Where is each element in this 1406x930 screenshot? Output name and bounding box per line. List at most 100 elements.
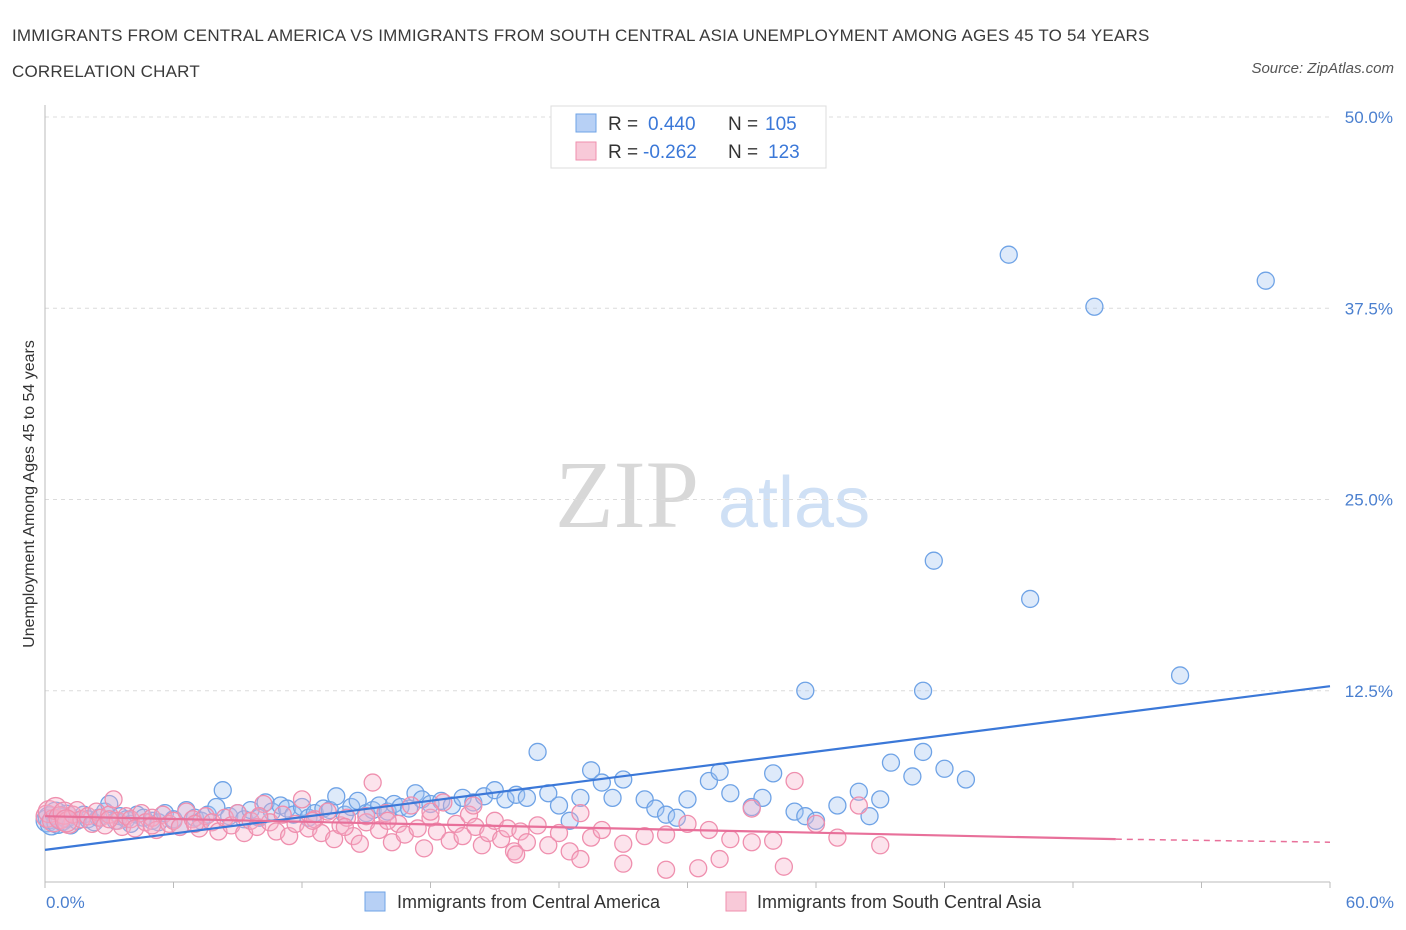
point-south-central-asia-121	[421, 802, 440, 821]
legend-n-label-pink: N =	[728, 142, 758, 163]
point-central-america-96	[871, 790, 890, 809]
point-south-central-asia-104	[378, 811, 397, 830]
point-central-america-85	[710, 762, 729, 781]
point-south-central-asia-83	[517, 833, 537, 852]
point-south-central-asia-105	[335, 817, 354, 837]
point-south-central-asia-73	[453, 826, 472, 846]
point-south-central-asia-118	[742, 833, 761, 852]
point-south-central-asia-65	[402, 796, 421, 815]
point-central-america-93	[828, 796, 847, 815]
legend-r-value-blue: 0.440	[648, 114, 696, 135]
point-central-america-31	[213, 781, 232, 800]
point-south-central-asia-67	[414, 839, 434, 858]
point-south-central-asia-86	[549, 823, 569, 843]
point-south-central-asia-117	[710, 849, 729, 869]
point-south-central-asia-103	[871, 836, 890, 855]
point-south-central-asia-69	[427, 822, 447, 841]
point-central-america-75	[581, 761, 601, 780]
trend-lines	[44, 685, 1331, 851]
point-south-central-asia-113	[571, 849, 590, 869]
point-south-central-asia-21	[125, 819, 145, 838]
point-central-america-72	[549, 796, 569, 815]
point-central-america-70	[528, 742, 547, 762]
point-south-central-asia-48	[292, 790, 312, 809]
point-south-central-asia-99	[785, 771, 804, 791]
correlation-legend: R = 0.440 N = 105 R = -0.262 N = 123	[550, 105, 827, 169]
point-central-america-78	[614, 770, 633, 789]
point-south-central-asia-97	[742, 799, 761, 818]
point-south-central-asia-101	[828, 828, 847, 847]
bottom-legend-swatch-blue	[364, 891, 386, 912]
trend-line-south-central-asia	[44, 815, 1116, 841]
point-central-america-106	[1021, 589, 1040, 609]
legend-n-label-blue: N =	[728, 114, 758, 135]
point-south-central-asia-84	[528, 816, 547, 835]
point-south-central-asia-79	[492, 830, 511, 849]
point-south-central-asia-98	[764, 831, 783, 850]
point-south-central-asia-92	[635, 826, 654, 846]
legend-r-value-pink: -0.262	[643, 142, 697, 163]
point-central-america-83	[678, 790, 697, 809]
legend-box	[550, 105, 827, 169]
point-south-central-asia-119	[774, 857, 794, 876]
x-tick-label-min: 0.0%	[46, 893, 85, 912]
point-central-america-103	[1256, 271, 1275, 290]
source-label: Source: ZipAtlas.com	[1251, 60, 1394, 77]
series-legend: Immigrants from Central America Immigran…	[364, 891, 1042, 912]
point-south-central-asia-110	[100, 810, 119, 829]
point-central-america-109	[1170, 666, 1190, 685]
point-south-central-asia-109	[142, 816, 162, 835]
legend-swatch-pink	[575, 141, 597, 161]
point-central-america-97	[881, 753, 901, 772]
point-central-america-102	[999, 245, 1018, 264]
point-central-america-77	[603, 788, 622, 807]
legend-swatch-blue	[575, 113, 597, 133]
watermark-atlas: atlas	[718, 463, 870, 543]
series-central-america	[35, 245, 1275, 837]
point-central-america-82	[667, 808, 686, 827]
point-south-central-asia-116	[689, 859, 708, 878]
point-central-america-100	[935, 759, 954, 778]
point-south-central-asia-120	[464, 796, 483, 815]
point-central-america-86	[721, 784, 740, 803]
point-south-central-asia-88	[571, 804, 590, 823]
point-south-central-asia-90	[592, 820, 611, 840]
point-south-central-asia-100	[806, 814, 826, 834]
point-south-central-asia-57	[350, 834, 369, 853]
y-axis-label: Unemployment Among Ages 45 to 54 years	[21, 340, 38, 648]
point-central-america-89	[764, 764, 783, 783]
legend-n-value-blue: 105	[765, 114, 797, 135]
trend-line-south-central-asia-extension	[1115, 838, 1331, 843]
point-south-central-asia-16	[104, 790, 123, 809]
y-tick-label-12-5: 12.5%	[1345, 682, 1393, 701]
point-south-central-asia-114	[614, 854, 633, 873]
legend-r-label-blue: R =	[608, 114, 638, 135]
point-central-america-94	[849, 782, 868, 801]
point-central-america-107	[796, 681, 815, 700]
point-central-america-99	[913, 742, 933, 762]
y-tick-label-50: 50.0%	[1345, 108, 1393, 127]
point-central-america-47	[327, 787, 346, 806]
point-central-america-108	[913, 681, 933, 700]
bottom-legend-label-blue: Immigrants from Central America	[397, 892, 661, 912]
point-central-america-90	[785, 802, 804, 821]
axes	[44, 105, 1331, 888]
trend-line-central-america	[44, 685, 1331, 851]
point-south-central-asia-115	[656, 860, 676, 879]
chart-title: IMMIGRANTS FROM CENTRAL AMERICA VS IMMIG…	[12, 26, 1150, 81]
y-tick-label-37-5: 37.5%	[1345, 299, 1393, 318]
point-central-america-98	[903, 767, 922, 786]
bottom-legend-swatch-pink	[725, 891, 747, 912]
point-central-america-105	[924, 551, 943, 570]
bottom-legend-label-pink: Immigrants from South Central Asia	[757, 892, 1042, 912]
point-south-central-asia-122	[357, 807, 376, 826]
point-central-america-81	[656, 805, 676, 824]
point-central-america-101	[956, 770, 976, 789]
point-south-central-asia-52	[318, 802, 337, 821]
point-central-america-80	[646, 799, 665, 818]
point-south-central-asia-59	[363, 773, 382, 792]
y-tick-label-25: 25.0%	[1345, 491, 1393, 510]
point-south-central-asia-85	[539, 836, 558, 855]
point-south-central-asia-111	[54, 809, 79, 833]
